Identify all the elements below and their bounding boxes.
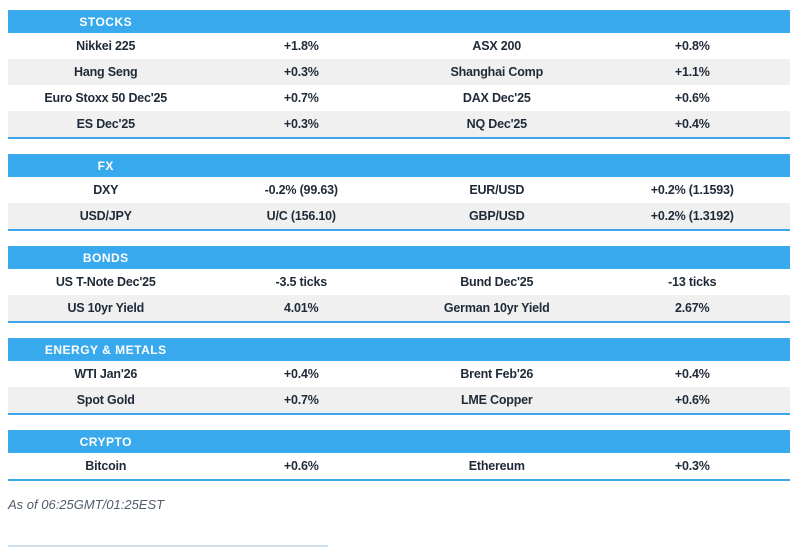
section-title: FX [97, 158, 114, 173]
table-row: ES Dec'25 +0.3% NQ Dec'25 +0.4% [8, 111, 790, 137]
instrument-change: -0.2% (99.63) [264, 183, 338, 197]
section-header-crypto: CRYPTO [8, 430, 790, 453]
instrument-name: ASX 200 [472, 39, 522, 53]
instrument-name: USD/JPY [79, 209, 132, 223]
instrument-name: Bund Dec'25 [460, 275, 534, 289]
instrument-change: +0.4% [674, 117, 710, 131]
section-header-stocks: STOCKS [8, 10, 790, 33]
section-stocks: STOCKS Nikkei 225 +1.8% ASX 200 +0.8% Ha… [8, 10, 790, 139]
instrument-change: +1.1% [674, 65, 710, 79]
section-header-bonds: BONDS [8, 246, 790, 269]
instrument-name: GBP/USD [468, 209, 525, 223]
instrument-change: U/C (156.10) [266, 209, 336, 223]
instrument-name: US T-Note Dec'25 [55, 275, 156, 289]
table-row: DXY -0.2% (99.63) EUR/USD +0.2% (1.1593) [8, 177, 790, 203]
instrument-name: Hang Seng [74, 65, 138, 79]
instrument-name: Euro Stoxx 50 Dec'25 [44, 91, 168, 105]
section-bonds: BONDS US T-Note Dec'25 -3.5 ticks Bund D… [8, 246, 790, 323]
cropped-next-section-edge [8, 545, 328, 547]
table-row: Euro Stoxx 50 Dec'25 +0.7% DAX Dec'25 +0… [8, 85, 790, 111]
instrument-change: +0.8% [674, 39, 710, 53]
instrument-name: EUR/USD [469, 183, 525, 197]
instrument-change: +0.6% [283, 459, 319, 473]
section-title: CRYPTO [79, 434, 132, 449]
section-header-energy-metals: ENERGY & METALS [8, 338, 790, 361]
instrument-change: 4.01% [284, 301, 319, 315]
instrument-change: +0.7% [283, 91, 319, 105]
instrument-name: ES Dec'25 [76, 117, 135, 131]
table-row: WTI Jan'26 +0.4% Brent Feb'26 +0.4% [8, 361, 790, 387]
instrument-change: +0.6% [674, 393, 710, 407]
instrument-change: 2.67% [675, 301, 710, 315]
timestamp-footer: As of 06:25GMT/01:25EST [8, 497, 165, 512]
instrument-change: +0.4% [283, 367, 319, 381]
instrument-change: +0.6% [674, 91, 710, 105]
table-row: US 10yr Yield 4.01% German 10yr Yield 2.… [8, 295, 790, 321]
instrument-change: +0.3% [283, 65, 319, 79]
instrument-name: Spot Gold [76, 393, 135, 407]
instrument-change: +0.3% [283, 117, 319, 131]
instrument-name: LME Copper [460, 393, 533, 407]
instrument-change: +0.7% [283, 393, 319, 407]
section-header-fx: FX [8, 154, 790, 177]
instrument-change: +0.2% (1.1593) [650, 183, 734, 197]
instrument-name: DAX Dec'25 [462, 91, 531, 105]
instrument-name: NQ Dec'25 [466, 117, 527, 131]
instrument-name: DXY [93, 183, 119, 197]
instrument-name: US 10yr Yield [67, 301, 145, 315]
instrument-name: Ethereum [468, 459, 525, 473]
table-row: Hang Seng +0.3% Shanghai Comp +1.1% [8, 59, 790, 85]
section-title: BONDS [82, 250, 129, 265]
instrument-name: German 10yr Yield [443, 301, 550, 315]
section-energy-metals: ENERGY & METALS WTI Jan'26 +0.4% Brent F… [8, 338, 790, 415]
section-title: STOCKS [79, 14, 133, 29]
instrument-change: +0.3% [674, 459, 710, 473]
instrument-name: Shanghai Comp [450, 65, 544, 79]
table-row: US T-Note Dec'25 -3.5 ticks Bund Dec'25 … [8, 269, 790, 295]
table-row: USD/JPY U/C (156.10) GBP/USD +0.2% (1.31… [8, 203, 790, 229]
instrument-name: Bitcoin [85, 459, 127, 473]
market-wrap-page: STOCKS Nikkei 225 +1.8% ASX 200 +0.8% Ha… [0, 10, 798, 548]
instrument-change: +0.4% [674, 367, 710, 381]
instrument-change: -3.5 ticks [275, 275, 327, 289]
instrument-change: +1.8% [283, 39, 319, 53]
instrument-name: Brent Feb'26 [460, 367, 534, 381]
table-row: Bitcoin +0.6% Ethereum +0.3% [8, 453, 790, 479]
instrument-change: -13 ticks [668, 275, 717, 289]
section-title: ENERGY & METALS [44, 342, 167, 357]
table-row: Nikkei 225 +1.8% ASX 200 +0.8% [8, 33, 790, 59]
instrument-change: +0.2% (1.3192) [650, 209, 734, 223]
table-row: Spot Gold +0.7% LME Copper +0.6% [8, 387, 790, 413]
instrument-name: Nikkei 225 [76, 39, 136, 53]
section-fx: FX DXY -0.2% (99.63) EUR/USD +0.2% (1.15… [8, 154, 790, 231]
instrument-name: WTI Jan'26 [74, 367, 138, 381]
section-crypto: CRYPTO Bitcoin +0.6% Ethereum +0.3% [8, 430, 790, 481]
